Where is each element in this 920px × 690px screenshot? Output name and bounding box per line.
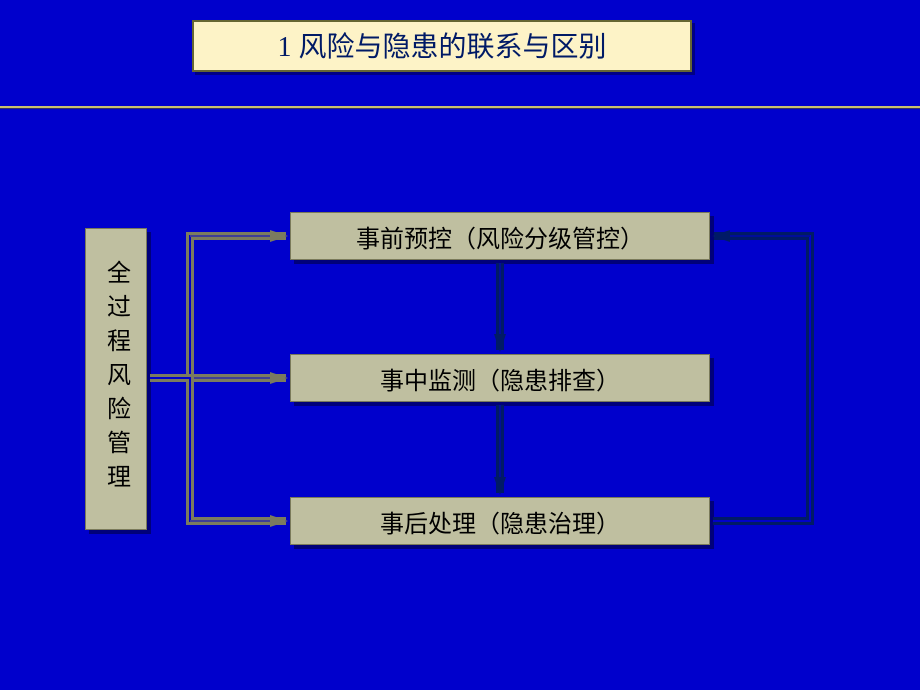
flow-node-source: 全过程风险管理 bbox=[85, 228, 147, 530]
flow-node-during: 事中监测（隐患排查） bbox=[290, 354, 710, 402]
slide-title: 1 风险与隐患的联系与区别 bbox=[192, 20, 692, 72]
flow-node-during-label: 事中监测（隐患排查） bbox=[380, 361, 620, 396]
slide: 1 风险与隐患的联系与区别 全过程风险管理 事前预控（风险分级管控） 事中监测（… bbox=[0, 0, 920, 690]
flow-node-after: 事后处理（隐患治理） bbox=[290, 497, 710, 545]
flow-node-after-label: 事后处理（隐患治理） bbox=[380, 504, 620, 539]
flow-node-source-label: 全过程风险管理 bbox=[99, 260, 134, 498]
divider bbox=[0, 106, 920, 109]
flow-node-before: 事前预控（风险分级管控） bbox=[290, 212, 710, 260]
slide-title-text: 1 风险与隐患的联系与区别 bbox=[277, 32, 606, 63]
flow-node-before-label: 事前预控（风险分级管控） bbox=[356, 219, 644, 254]
